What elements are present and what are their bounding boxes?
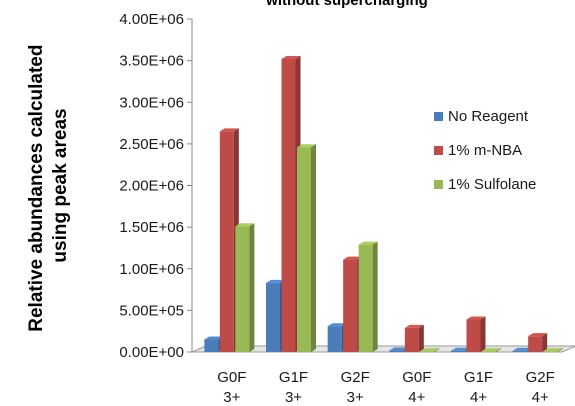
legend-swatch bbox=[434, 112, 443, 121]
bar-front bbox=[528, 336, 543, 352]
y-axis-title-line-2: using peak areas bbox=[50, 108, 71, 262]
bar-top bbox=[266, 279, 285, 283]
bar-top bbox=[358, 241, 378, 245]
x-tick-label: G1F 3+ bbox=[279, 369, 308, 406]
bar-front bbox=[543, 351, 558, 352]
legend-label: 1% m-NBA bbox=[448, 142, 522, 159]
bar-front bbox=[451, 350, 465, 352]
x-tick-label-line-2: 3+ bbox=[223, 389, 240, 406]
bar bbox=[543, 348, 563, 352]
bar bbox=[420, 348, 440, 352]
x-tick-label-line-2: 3+ bbox=[285, 389, 302, 406]
x-tick-label: G0F 3+ bbox=[217, 369, 246, 406]
y-tick-label: 5.00E+05 bbox=[119, 302, 184, 319]
x-tick-label-line-2: 3+ bbox=[347, 389, 364, 406]
y-tick-label: 1.00E+06 bbox=[119, 261, 184, 278]
bar-front bbox=[281, 58, 296, 353]
bar-top bbox=[528, 333, 548, 337]
axes: 0.00E+00 5.00E+05 1.00E+06 1.50E+06 2.00E+06… bbox=[119, 11, 575, 361]
y-tick-label: 3.00E+06 bbox=[119, 94, 184, 111]
y-tick-label: 2.00E+06 bbox=[119, 178, 184, 195]
bar-top bbox=[482, 348, 501, 352]
bar-top bbox=[297, 144, 316, 148]
bar-side bbox=[557, 348, 563, 352]
x-tick-label: G0F 4+ bbox=[402, 369, 431, 406]
bar-side bbox=[249, 223, 255, 352]
legend-swatch bbox=[434, 146, 443, 155]
x-tick-label: G2F 3+ bbox=[341, 369, 370, 406]
x-tick-label-line-1: G2F bbox=[526, 369, 555, 386]
legend-swatch bbox=[434, 180, 443, 189]
bar-top bbox=[343, 256, 363, 260]
bar-side bbox=[418, 324, 424, 352]
bar-side bbox=[434, 348, 440, 352]
bar-front bbox=[420, 351, 435, 352]
bar bbox=[466, 316, 486, 352]
x-tick-label-line-1: G0F bbox=[217, 369, 246, 386]
bar-front bbox=[404, 327, 419, 352]
bar-side bbox=[372, 241, 378, 352]
x-tick-label-line-1: G1F bbox=[464, 369, 493, 386]
category-labels: G0F 3+G1F 3+G2F 3+G0F 4+G1F 4+G2F 4+ bbox=[217, 369, 555, 406]
bar-front bbox=[466, 319, 481, 352]
chart-title: without supercharging bbox=[265, 0, 428, 9]
y-tick-label: 4.00E+06 bbox=[119, 11, 184, 28]
bar-front bbox=[512, 350, 527, 352]
bar-front bbox=[235, 226, 250, 352]
x-tick-label-line-1: G1F bbox=[279, 369, 308, 386]
bar bbox=[235, 223, 255, 352]
legend-label: No Reagent bbox=[448, 108, 529, 125]
bar bbox=[358, 241, 378, 352]
bar bbox=[528, 333, 548, 352]
bar-top bbox=[327, 323, 347, 327]
bar-front bbox=[266, 282, 280, 352]
bar-top bbox=[404, 324, 424, 328]
bar-front bbox=[327, 326, 342, 352]
y-axis-title: Relative abundances calculated using pea… bbox=[26, 39, 71, 332]
bar bbox=[297, 144, 316, 352]
y-axis-title-line-1: Relative abundances calculated bbox=[26, 45, 47, 332]
bar-top bbox=[466, 316, 486, 320]
bar-front bbox=[219, 131, 234, 352]
legend: No Reagent 1% m-NBA 1% Sulfolane bbox=[434, 108, 536, 193]
bar-side bbox=[496, 348, 501, 352]
x-tick-label: G1F 4+ bbox=[464, 369, 493, 406]
bar-top bbox=[204, 336, 224, 340]
x-tick-label-line-2: 4+ bbox=[470, 389, 487, 406]
bar-front bbox=[482, 351, 496, 352]
bar bbox=[482, 348, 501, 352]
bar-top bbox=[235, 223, 255, 227]
y-tick-label: 2.50E+06 bbox=[119, 136, 184, 153]
bar bbox=[404, 324, 424, 352]
x-tick-label: G2F 4+ bbox=[526, 369, 555, 406]
y-tick-label: 3.50E+06 bbox=[119, 53, 184, 70]
x-tick-label-line-2: 4+ bbox=[532, 389, 549, 406]
x-tick-label-line-1: G2F bbox=[341, 369, 370, 386]
bar-top bbox=[512, 347, 532, 351]
bar-front bbox=[297, 147, 311, 352]
bar-front bbox=[343, 259, 358, 352]
bar-top bbox=[219, 128, 239, 132]
bar-side bbox=[311, 144, 316, 352]
bar-front bbox=[204, 339, 219, 352]
y-tick-label: 1.50E+06 bbox=[119, 219, 184, 236]
legend-label: 1% Sulfolane bbox=[448, 176, 536, 193]
bar-top bbox=[281, 55, 301, 59]
legend-item: 1% Sulfolane bbox=[434, 176, 536, 193]
x-tick-label-line-2: 4+ bbox=[408, 389, 425, 406]
bars bbox=[204, 55, 563, 353]
bar-top bbox=[543, 348, 563, 352]
legend-item: 1% m-NBA bbox=[434, 142, 522, 159]
y-tick-label: 0.00E+00 bbox=[119, 344, 184, 361]
bar-top bbox=[420, 348, 440, 352]
bar-side bbox=[542, 333, 548, 352]
x-tick-label-line-1: G0F bbox=[402, 369, 431, 386]
bar-front bbox=[358, 244, 373, 352]
bar-front bbox=[389, 350, 404, 352]
legend-item: No Reagent bbox=[434, 108, 529, 125]
bar-top bbox=[389, 347, 409, 351]
bar-side bbox=[480, 316, 486, 352]
bar-top bbox=[451, 347, 470, 351]
